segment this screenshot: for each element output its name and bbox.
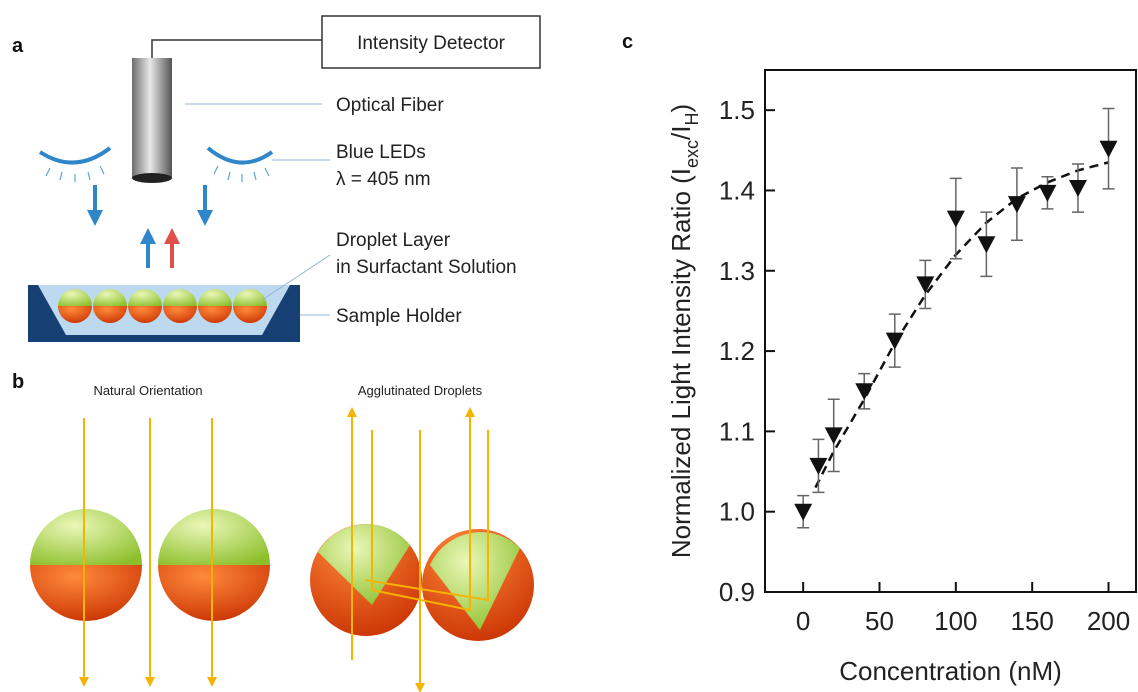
droplet-row <box>58 289 267 323</box>
y-tick-label: 1.4 <box>719 175 755 205</box>
led-rays <box>45 165 270 182</box>
marker <box>824 427 843 445</box>
droplet-top <box>128 289 162 306</box>
light-rays <box>347 407 489 692</box>
y-tick-label: 1.5 <box>719 95 755 125</box>
fiber-label: Optical Fiber <box>336 95 444 116</box>
x-tick-label: 200 <box>1087 606 1130 636</box>
droplet-top <box>93 289 127 306</box>
marker <box>855 383 874 401</box>
wavelength-label: λ = 405 nm <box>336 169 431 190</box>
x-axis-label: Concentration (nM) <box>839 656 1062 686</box>
x-tick-label: 50 <box>865 606 894 636</box>
y-tick-label: 1.0 <box>719 497 755 527</box>
y-tick-label: 1.2 <box>719 336 755 366</box>
x-tick-label: 100 <box>934 606 977 636</box>
optical-fiber <box>132 58 172 178</box>
x-tick-label: 0 <box>796 606 810 636</box>
droplet-bottom <box>163 306 197 323</box>
marker <box>809 457 828 475</box>
droplet-bottom <box>198 306 232 323</box>
y-axis-label-part: /I <box>666 126 696 140</box>
y-tick-label: 0.9 <box>719 577 755 607</box>
panel-label: a <box>12 35 24 57</box>
chart: 0.9 1.0 1.1 1.2 1.3 1.4 1.5 0 50 100 150 200 Concent… <box>666 69 1137 686</box>
solution-label: in Surfactant Solution <box>336 257 517 278</box>
leader <box>261 254 331 301</box>
droplet-bottom <box>58 306 92 323</box>
marker <box>1068 180 1087 198</box>
natural-droplets <box>30 509 270 621</box>
y-axis-label: Normalized Light Intensity Ratio (Iexc/I… <box>666 104 702 558</box>
droplet-bottom <box>93 306 127 323</box>
wire <box>151 39 322 58</box>
led <box>206 146 274 165</box>
layer-label: Droplet Layer <box>336 230 451 251</box>
natural-label: Natural Orientation <box>93 383 202 398</box>
x-tick-label: 150 <box>1010 606 1053 636</box>
detector-box <box>321 15 541 69</box>
marker <box>977 236 996 254</box>
marker <box>1038 184 1057 202</box>
droplet-top <box>233 289 267 306</box>
marker <box>1007 196 1026 214</box>
plot-frame <box>764 69 1137 593</box>
marker <box>1099 140 1118 158</box>
droplet-bottom <box>233 306 267 323</box>
droplet-bottom <box>128 306 162 323</box>
agglutinated-droplets <box>310 524 534 641</box>
led <box>38 146 112 165</box>
y-axis-label-part: exc <box>682 140 702 168</box>
y-tick-label: 1.3 <box>719 256 755 286</box>
marker <box>885 332 904 350</box>
droplet-top <box>58 289 92 306</box>
panel-label: b <box>12 371 24 393</box>
agglutinated-label: Agglutinated Droplets <box>358 383 483 398</box>
droplet-top <box>163 289 197 306</box>
fiber-end <box>132 173 172 183</box>
light-rays <box>79 418 217 687</box>
y-tick-label: 1.1 <box>719 416 755 446</box>
marker <box>946 210 965 228</box>
y-axis-label-part: H <box>682 113 702 126</box>
panel-label: c <box>622 31 633 53</box>
y-axis-label-part: ) <box>666 104 696 113</box>
y-axis-label-part: Normalized Light Intensity Ratio (I <box>666 168 696 558</box>
marker <box>794 503 813 521</box>
detector-label: Intensity Detector <box>357 33 506 54</box>
holder-label: Sample Holder <box>336 306 462 327</box>
marker <box>916 276 935 294</box>
led-label: Blue LEDs <box>336 142 426 163</box>
droplet-top <box>198 289 232 306</box>
